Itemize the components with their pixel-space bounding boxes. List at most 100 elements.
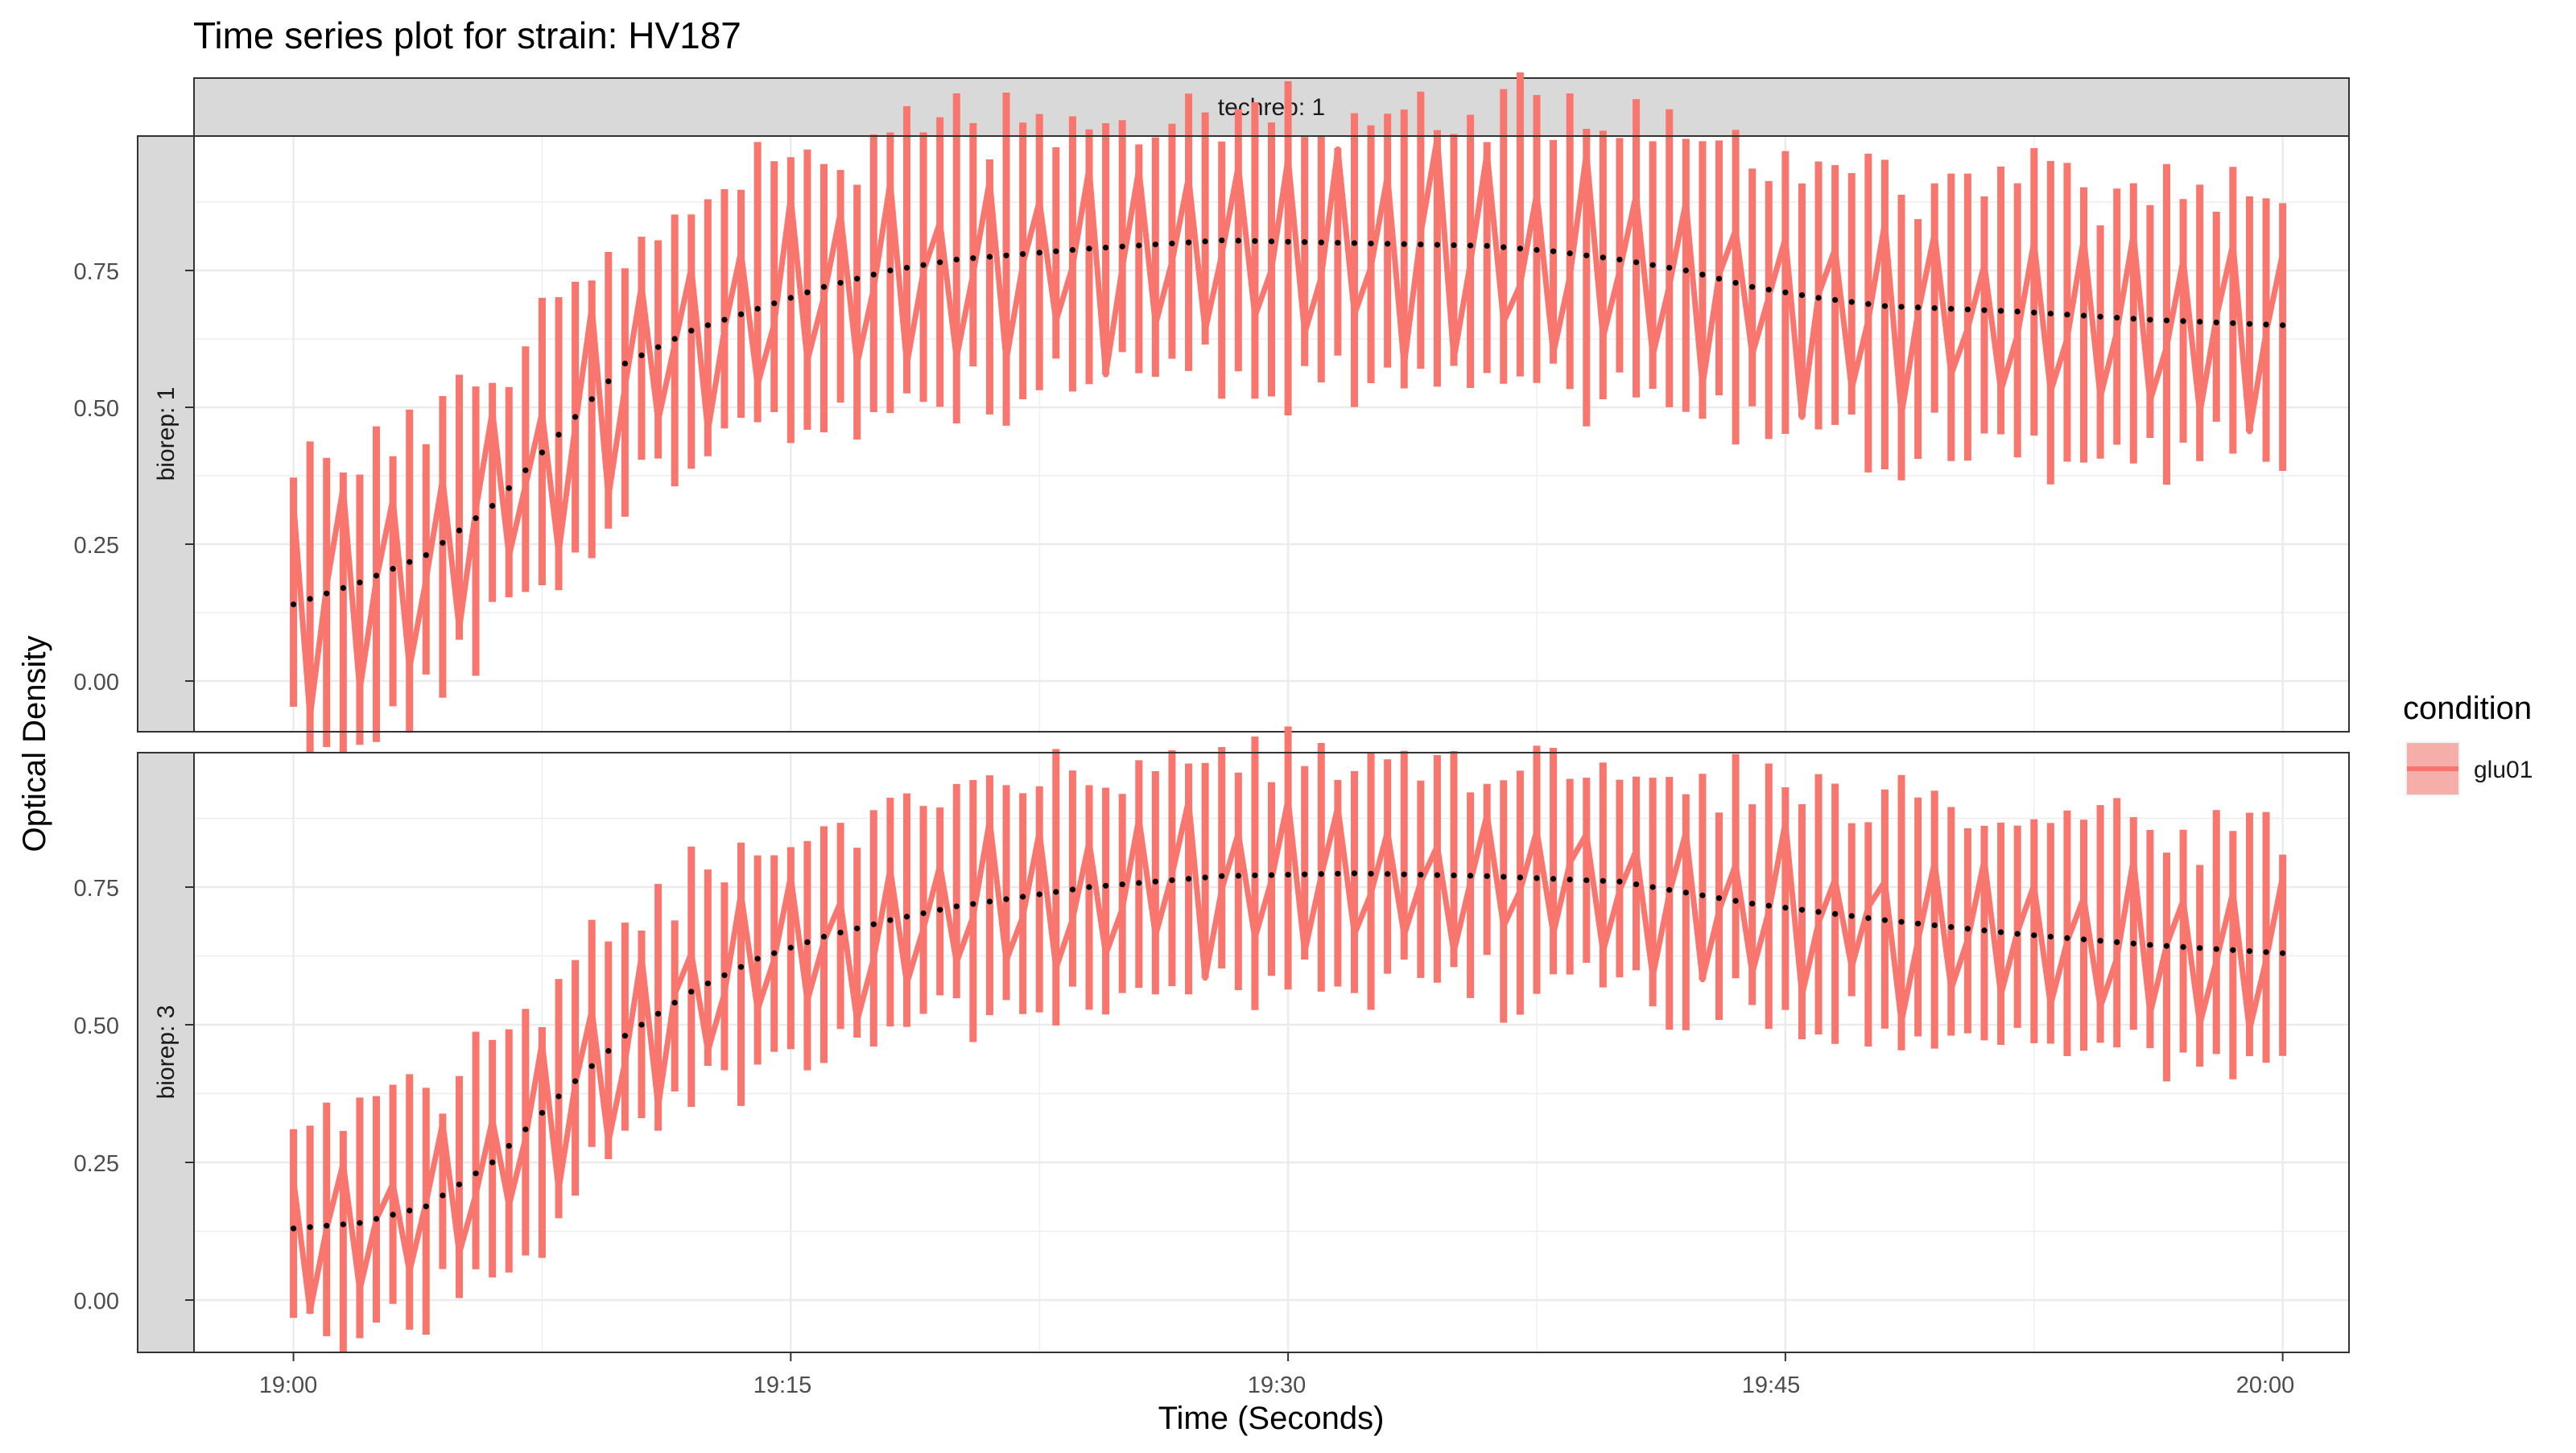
mean-point [2097, 313, 2103, 320]
mean-point [2130, 316, 2136, 322]
mean-point [1732, 279, 1739, 286]
mean-point [1335, 870, 1341, 877]
mean-point [1069, 886, 1075, 893]
mean-point [1468, 873, 1474, 879]
mean-point [1003, 896, 1009, 902]
mean-point [340, 1221, 346, 1228]
mean-point [1152, 241, 1158, 248]
mean-point [2147, 942, 2153, 948]
mean-point [1418, 241, 1424, 248]
mean-point [440, 539, 446, 546]
mean-point [953, 903, 960, 910]
mean-point [2064, 312, 2070, 318]
mean-point [1053, 889, 1059, 895]
mean-point [1086, 884, 1092, 890]
mean-point [1815, 295, 1822, 301]
mean-point [1368, 240, 1374, 247]
mean-point [1285, 872, 1291, 878]
mean-point [2180, 318, 2186, 324]
panel-bottom-border [193, 752, 2350, 1353]
x-axis-title: Time (Seconds) [1158, 1401, 1385, 1436]
mean-point [2047, 310, 2054, 317]
mean-point [1981, 307, 1988, 313]
mean-point [1202, 238, 1208, 245]
y-tick-label: 0.50 [74, 1013, 119, 1039]
y-tick-label: 0.00 [74, 1289, 119, 1315]
mean-point [1583, 877, 1590, 884]
mean-point [1401, 241, 1407, 247]
mean-point [2047, 933, 2054, 940]
mean-point [1898, 303, 1905, 310]
mean-point [1699, 892, 1706, 898]
y-tick-marks-top [185, 270, 194, 682]
mean-point [605, 378, 612, 385]
mean-point [621, 361, 629, 367]
mean-point [2246, 320, 2253, 327]
mean-point [2163, 317, 2170, 324]
mean-point [2180, 943, 2186, 950]
mean-point [1964, 926, 1971, 932]
mean-point [2280, 950, 2286, 956]
mean-point [1666, 886, 1673, 894]
mean-point [605, 1047, 612, 1055]
mean-point [1848, 913, 1855, 919]
mean-point [654, 1010, 662, 1017]
mean-point [1484, 242, 1490, 249]
mean-point [2114, 939, 2120, 945]
mean-point [2130, 940, 2136, 947]
mean-point [2280, 322, 2286, 328]
row-strip-label-top: biorep: 1 [153, 387, 180, 481]
mean-point [2230, 947, 2236, 953]
mean-point [2147, 316, 2153, 323]
mean-point [588, 1063, 595, 1069]
mean-point [771, 950, 778, 956]
mean-point [804, 939, 811, 945]
mean-point [1501, 873, 1507, 880]
mean-point [2031, 309, 2037, 316]
mean-point [373, 572, 380, 579]
mean-point [1715, 895, 1723, 902]
mean-point [1517, 874, 1523, 881]
mean-point [1434, 241, 1441, 248]
mean-point [1865, 301, 1872, 308]
mean-point [1616, 878, 1623, 885]
mean-point [2246, 947, 2253, 955]
mean-point [1832, 910, 1839, 917]
mean-point [2213, 946, 2219, 952]
mean-point [937, 259, 943, 266]
mean-point [2263, 321, 2269, 328]
mean-point [754, 306, 761, 312]
mean-point [390, 1212, 396, 1218]
mean-point [671, 1000, 678, 1006]
legend: condition glu01 [2403, 691, 2533, 796]
mean-point [787, 944, 794, 951]
mean-point [1550, 876, 1557, 882]
mean-point [887, 267, 894, 274]
mean-point [1997, 308, 2004, 314]
mean-point [1682, 890, 1689, 896]
mean-point [307, 1224, 313, 1230]
mean-point [837, 929, 844, 936]
mean-point [357, 1220, 363, 1226]
mean-point [787, 295, 794, 301]
mean-point [522, 1126, 529, 1133]
mean-point [1185, 876, 1192, 882]
mean-point [1351, 240, 1358, 246]
mean-point [456, 527, 463, 534]
mean-point [986, 898, 993, 905]
panel-bottom [193, 726, 2350, 1353]
row-strip-top [137, 135, 195, 733]
mean-point [1749, 283, 1756, 290]
mean-point [2080, 312, 2087, 319]
mean-point [1633, 259, 1640, 266]
mean-point [887, 917, 894, 923]
mean-point [2031, 932, 2037, 939]
mean-point [1782, 289, 1789, 295]
mean-point [1302, 239, 1308, 246]
mean-point [2263, 949, 2269, 956]
mean-point [1136, 880, 1142, 886]
mean-point [638, 1022, 645, 1028]
y-axis-title: Optical Density [17, 636, 52, 852]
mean-point [754, 956, 761, 962]
